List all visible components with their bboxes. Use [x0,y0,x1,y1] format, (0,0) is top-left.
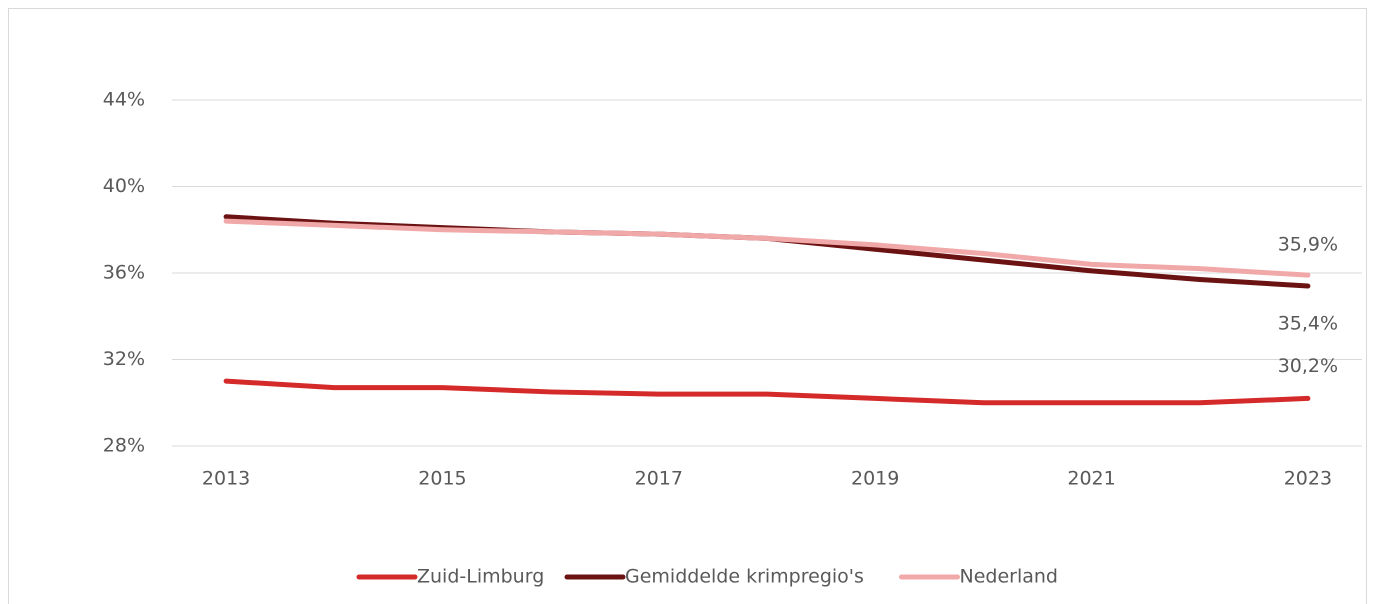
legend-label: Zuid-Limburg [417,566,544,588]
y-tick-label: 32% [103,348,145,370]
data-label: 35,4% [1278,312,1338,334]
x-tick-label: 2015 [418,468,466,490]
x-tick-label: 2021 [1067,468,1115,490]
legend-label: Gemiddelde krimpregio's [625,566,864,588]
x-tick-label: 2019 [851,468,899,490]
data-label: 30,2% [1278,355,1338,377]
line-series [223,218,1311,278]
x-tick-label: 2013 [202,468,250,490]
x-tick-label: 2017 [635,468,683,490]
y-tick-label: 28% [103,435,145,457]
x-tick-label: 2023 [1284,468,1332,490]
line-series [223,378,1311,406]
y-tick-label: 44% [103,89,145,111]
data-label: 35,9% [1278,234,1338,256]
y-tick-label: 36% [103,262,145,284]
chart-frame [8,8,1367,604]
y-tick-label: 40% [103,175,145,197]
legend-label: Nederland [960,566,1059,588]
